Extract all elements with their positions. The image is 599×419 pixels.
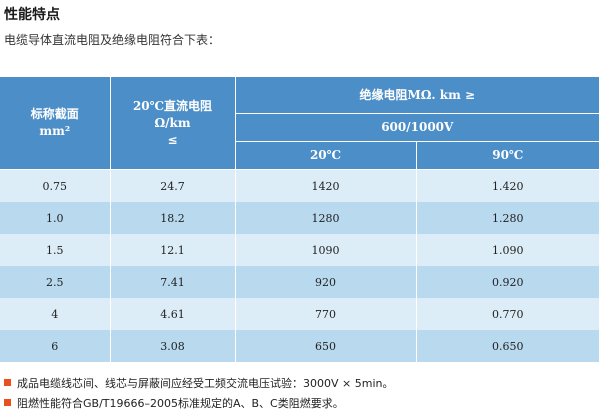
section-title: 性能特点 <box>4 7 60 23</box>
cell-dc-resistance: 4.61 <box>110 298 236 330</box>
cell-ir-90: 1.420 <box>492 179 524 193</box>
cell-dc-resistance: 7.41 <box>110 266 236 298</box>
notes-list: 成品电缆线芯间、线芯与屏蔽间应经受工频交流电压试验：3000V × 5min。 … <box>4 374 393 414</box>
cell-size: 0.75 <box>0 169 111 202</box>
header-dc-resistance-label: 20℃直流电阻 <box>132 98 213 113</box>
cell-size: 1.0 <box>0 202 111 234</box>
note-item: 阻燃性能符合GB/T19666–2005标准规定的A、B、C类阻燃要求。 <box>4 394 393 411</box>
cell-size: 1.5 <box>0 234 111 266</box>
cell-ir-20: 1280 <box>235 202 417 234</box>
cell-ir-20: 770 <box>235 298 417 330</box>
table-row: 6 3.08 650 0.650 <box>0 330 599 362</box>
cell-ir-90: 0.650 <box>492 339 524 353</box>
cell-dc-resistance: 18.2 <box>110 202 236 234</box>
cell-size: 6 <box>0 330 111 362</box>
cell-ir-90: 0.770 <box>492 307 524 321</box>
cell-ir-20: 1420 <box>235 169 417 202</box>
header-dc-resistance-limit: ≤ <box>167 132 178 147</box>
table-row: 1.0 18.2 1280 1.280 <box>0 202 599 234</box>
header-dc-resistance-unit: Ω/km <box>154 115 191 130</box>
header-nominal-section-unit: mm² <box>39 124 71 138</box>
cell-size: 2.5 <box>0 266 111 298</box>
header-nominal-section-label: 标称截面 <box>30 107 79 121</box>
header-rated-voltage: 600/1000V <box>235 113 599 142</box>
resistance-table: 标称截面 mm² 20℃直流电阻 Ω/km ≤ 绝缘电阻MΩ. km ≥ 600… <box>0 77 599 362</box>
note-text: 阻燃性能符合GB/T19666–2005标准规定的A、B、C类阻燃要求。 <box>17 396 344 410</box>
cell-ir-20: 650 <box>235 330 417 362</box>
note-item: 成品电缆线芯间、线芯与屏蔽间应经受工频交流电压试验：3000V × 5min。 <box>4 374 393 391</box>
header-dc-resistance: 20℃直流电阻 Ω/km ≤ <box>110 77 236 170</box>
intro-text: 电缆导体直流电阻及绝缘电阻符合下表： <box>4 33 221 47</box>
cell-ir-20: 920 <box>235 266 417 298</box>
cell-ir-20: 1090 <box>235 234 417 266</box>
cell-size: 4 <box>0 298 111 330</box>
cell-dc-resistance: 3.08 <box>110 330 236 362</box>
table-row: 4 4.61 770 0.770 <box>0 298 599 330</box>
header-temp-20: 20℃ <box>235 141 417 171</box>
header-insulation-resistance: 绝缘电阻MΩ. km ≥ <box>235 77 599 114</box>
header-temp-90: 90℃ <box>416 141 599 171</box>
note-text: 成品电缆线芯间、线芯与屏蔽间应经受工频交流电压试验：3000V × 5min。 <box>17 376 394 390</box>
table-row: 2.5 7.41 920 0.920 <box>0 266 599 298</box>
cell-dc-resistance: 24.7 <box>110 169 236 202</box>
header-nominal-section: 标称截面 mm² <box>0 77 111 170</box>
cell-dc-resistance: 12.1 <box>110 234 236 266</box>
cell-ir-90: 1.090 <box>492 243 524 257</box>
cell-ir-90: 1.280 <box>492 211 524 225</box>
cell-ir-90: 0.920 <box>492 275 524 289</box>
bullet-square-icon <box>4 399 11 406</box>
table-row: 0.75 24.7 1420 1.420 <box>0 169 599 202</box>
table-row: 1.5 12.1 1090 1.090 <box>0 234 599 266</box>
bullet-square-icon <box>4 379 11 386</box>
